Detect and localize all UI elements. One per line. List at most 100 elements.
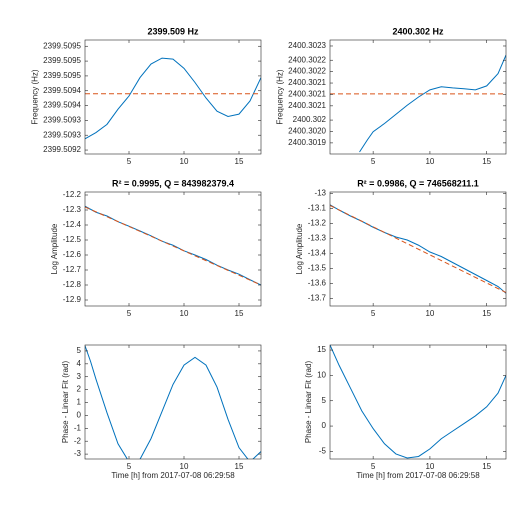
x-tick-label: 15	[235, 309, 244, 318]
y-tick-label: -12.2	[63, 190, 82, 199]
x-tick-label: 10	[180, 309, 189, 318]
y-tick-label: -12.4	[63, 220, 82, 229]
data-line	[359, 54, 506, 153]
y-tick-label: 2400.3023	[288, 41, 326, 50]
x-tick-label: 15	[235, 462, 244, 471]
y-tick-label: 3	[77, 372, 82, 381]
x-tick-label: 15	[235, 157, 244, 166]
data-line	[330, 205, 506, 293]
data-line	[330, 204, 506, 294]
axes-frame	[329, 39, 507, 155]
y-axis-label: Log Amplitude	[50, 223, 59, 274]
subplot: 5 10 15 -3 -2 -1 0 1 2 3 4 5 Phase - Linear Fit (rad…	[61, 344, 262, 480]
x-tick-label: 5	[127, 462, 132, 471]
y-tick-label: 2400.3021	[288, 90, 326, 99]
y-tick-label: -5	[319, 447, 327, 456]
subplot: 5 10 15 -12.9 -12.8 -12.7 -12.6 -12.5 -12.4 -12.3…	[50, 178, 262, 318]
y-tick-label: -13.7	[308, 294, 327, 303]
subplot-title: 2399.509 Hz	[147, 26, 199, 36]
axes-frame	[84, 39, 262, 155]
data-line	[85, 206, 261, 286]
y-tick-label: 2399.5093	[43, 130, 81, 139]
y-tick-label: 15	[317, 345, 326, 354]
plot-area	[330, 345, 506, 459]
y-tick-label: 2	[77, 385, 82, 394]
y-tick-label: -1	[74, 423, 82, 432]
plot-area	[85, 345, 261, 459]
y-tick-label: 1	[77, 398, 82, 407]
y-tick-label: -12.7	[63, 265, 82, 274]
x-tick-label: 5	[371, 309, 376, 318]
y-tick-label: 0	[77, 411, 82, 420]
y-tick-label: 0	[322, 421, 327, 430]
y-tick-label: 5	[322, 396, 327, 405]
y-tick-label: 2399.5095	[43, 56, 81, 65]
y-tick-label: 2400.3022	[288, 55, 326, 64]
x-tick-label: 5	[371, 157, 376, 166]
y-tick-label: 4	[77, 359, 82, 368]
data-line	[330, 345, 506, 459]
plot-area	[85, 192, 261, 306]
x-tick-label: 10	[180, 157, 189, 166]
y-axis-label: Frequency (Hz)	[275, 69, 284, 124]
y-tick-label: 10	[317, 371, 326, 380]
y-tick-label: -12.3	[63, 205, 82, 214]
y-axis-label: Frequency (Hz)	[30, 69, 39, 124]
subplot-title: 2400.302 Hz	[392, 26, 444, 36]
y-tick-label: 2400.302	[293, 115, 327, 124]
y-tick-label: 2400.3021	[288, 78, 326, 87]
y-tick-label: 2400.3022	[288, 67, 326, 76]
y-tick-label: 2399.5093	[43, 116, 81, 125]
y-tick-label: 2400.3019	[288, 138, 326, 147]
y-axis-label: Log Amplitude	[295, 223, 304, 274]
subplot: 5 10 15 2400.3019 2400.3020 2400.302 2400.3021…	[275, 26, 507, 166]
y-tick-label: -12.6	[63, 250, 82, 259]
y-tick-label: 2399.5092	[43, 145, 81, 154]
axes-frame	[329, 191, 507, 307]
y-tick-label: -13.4	[308, 249, 327, 258]
x-tick-label: 15	[482, 309, 491, 318]
data-line	[85, 57, 261, 140]
x-tick-label: 10	[425, 157, 434, 166]
x-axis-label: Time [h] from 2017-07-08 06:29:58	[111, 471, 235, 480]
x-tick-label: 5	[127, 157, 132, 166]
y-tick-label: 5	[77, 346, 82, 355]
subplot-title: R² = 0.9986, Q = 746568211.1	[357, 178, 479, 188]
y-axis-label: Phase - Linear Fit (rad)	[61, 361, 70, 444]
y-tick-label: -13.5	[308, 264, 327, 273]
y-tick-label: 2399.5094	[43, 86, 81, 95]
y-tick-label: -13.3	[308, 234, 327, 243]
y-tick-label: -13	[314, 189, 326, 198]
y-tick-label: 2399.5094	[43, 101, 81, 110]
x-tick-label: 5	[127, 309, 132, 318]
y-tick-label: -2	[74, 436, 82, 445]
x-axis-label: Time [h] from 2017-07-08 06:29:58	[356, 471, 480, 480]
y-tick-label: -12.5	[63, 235, 82, 244]
axes-frame	[84, 344, 262, 460]
y-axis-label: Phase - Linear Fit (rad)	[304, 361, 313, 444]
y-tick-label: -3	[74, 449, 82, 458]
x-tick-label: 10	[425, 309, 434, 318]
x-tick-label: 15	[482, 462, 491, 471]
x-tick-label: 10	[425, 462, 434, 471]
y-tick-label: 2399.5095	[43, 71, 81, 80]
y-tick-label: -12.9	[63, 295, 82, 304]
y-tick-label: -13.1	[308, 204, 327, 213]
subplot: 5 10 15 2399.5092 2399.5093 2399.5093 2399.509…	[30, 26, 262, 166]
subplot: 5 10 15 -5 0 5 10 15 Phase - Linear Fit (rad) Tim…	[304, 344, 507, 480]
x-tick-label: 10	[180, 462, 189, 471]
x-tick-label: 15	[482, 157, 491, 166]
y-tick-label: 2400.3020	[288, 127, 326, 136]
x-tick-label: 5	[371, 462, 376, 471]
axes-frame	[329, 344, 507, 460]
axes-frame	[84, 191, 262, 307]
y-tick-label: 2400.3021	[288, 101, 326, 110]
data-line	[85, 345, 261, 459]
y-tick-label: -12.8	[63, 280, 82, 289]
y-tick-label: -13.6	[308, 279, 327, 288]
plot-area	[85, 40, 261, 154]
subplot: 5 10 15 -13.7 -13.6 -13.5 -13.4 -13.3 -13.2 -13.1…	[295, 178, 507, 318]
y-tick-label: -13.2	[308, 219, 327, 228]
